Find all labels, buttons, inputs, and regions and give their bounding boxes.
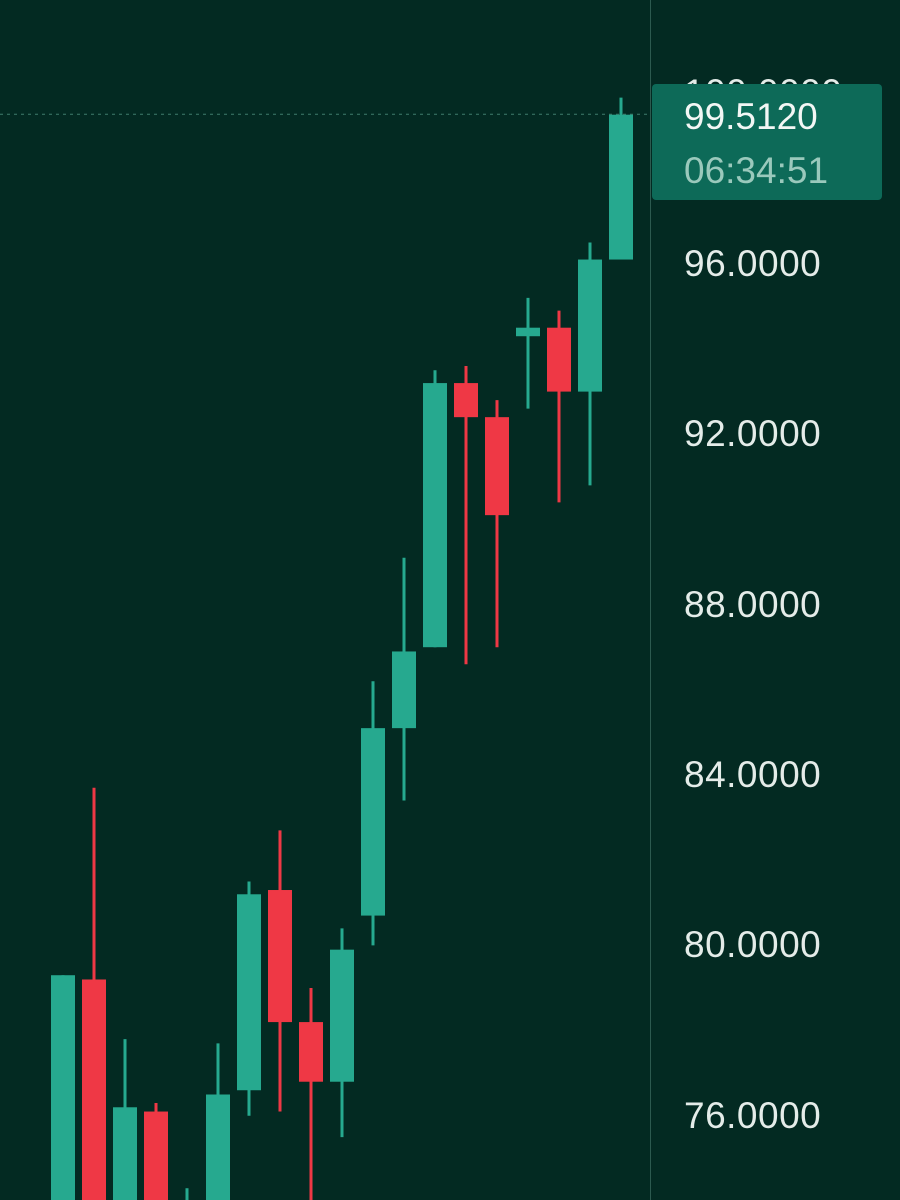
candle-body: [237, 894, 261, 1091]
candle-countdown: 06:34:51: [684, 150, 829, 191]
candle: [423, 370, 447, 648]
y-tick-label: 88.0000: [684, 583, 822, 625]
candle-body: [609, 114, 633, 260]
candle-body: [392, 651, 416, 729]
candle-body: [547, 327, 571, 392]
y-tick-label: 80.0000: [684, 924, 822, 966]
candle: [609, 97, 633, 260]
candle-body: [82, 979, 106, 1200]
y-tick-label: 84.0000: [684, 754, 822, 795]
candle-body: [330, 949, 354, 1082]
y-tick-label: 92.0000: [684, 413, 822, 455]
candle-body: [423, 383, 447, 648]
candle: [485, 400, 509, 648]
candle-body: [578, 259, 602, 392]
candle-body: [361, 728, 385, 916]
candle: [237, 881, 261, 1116]
price-axis-divider: [650, 0, 651, 1200]
candle-body: [485, 417, 509, 516]
y-tick-label: 76.0000: [684, 1094, 822, 1136]
candle: [82, 787, 106, 1200]
candle: [51, 975, 75, 1200]
candle-body: [454, 383, 478, 418]
candle-body: [268, 890, 292, 1023]
candle: [361, 681, 385, 946]
candle-body: [144, 1111, 168, 1200]
candle: [392, 557, 416, 801]
candle: [578, 242, 602, 486]
candle-body: [299, 1022, 323, 1082]
candle-body: [51, 975, 75, 1200]
candle: [299, 988, 323, 1200]
candle: [330, 928, 354, 1138]
candle: [454, 366, 478, 665]
candle: [206, 1043, 230, 1200]
plot-area: [0, 97, 650, 1200]
y-tick-label: 96.0000: [684, 242, 822, 284]
candle: [516, 297, 540, 409]
candle: [144, 1103, 168, 1200]
candle-body: [113, 1107, 137, 1200]
candle-body: [516, 327, 540, 337]
candle: [547, 310, 571, 503]
candle-body: [206, 1094, 230, 1200]
last-price-value: 99.5120: [684, 96, 818, 137]
candle: [268, 830, 292, 1112]
candle: [185, 1188, 189, 1200]
last-price-box: 99.5120 06:34:51: [652, 84, 882, 200]
candle: [113, 1039, 137, 1200]
